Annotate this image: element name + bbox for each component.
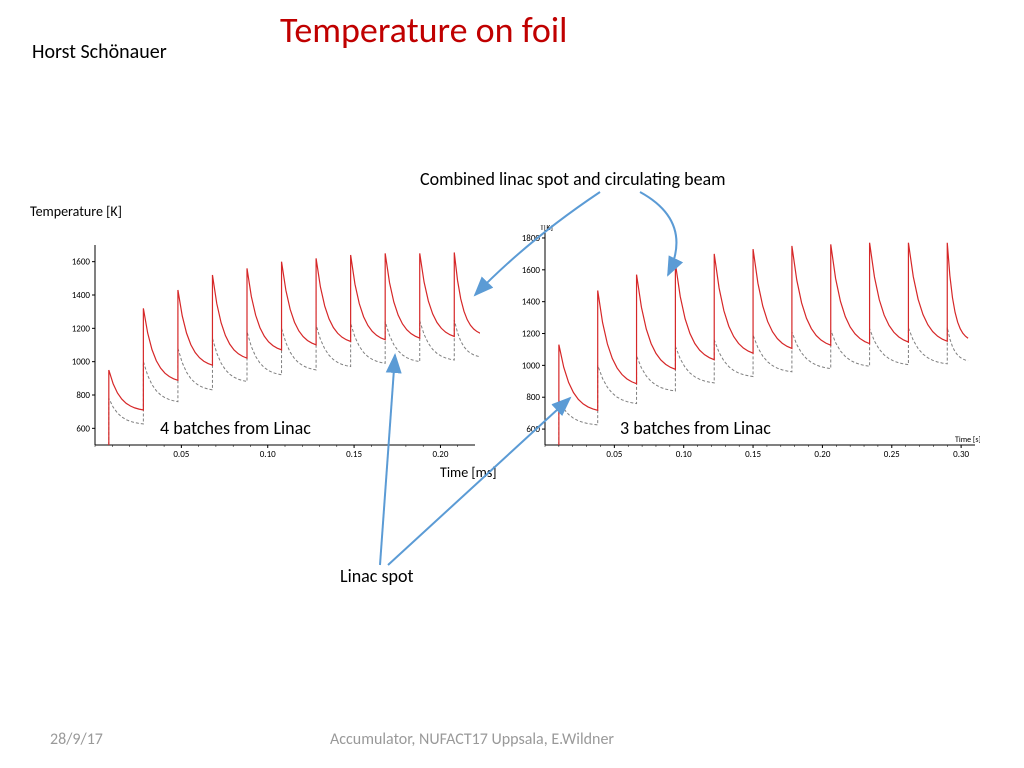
arrows-overlay (0, 0, 1024, 768)
